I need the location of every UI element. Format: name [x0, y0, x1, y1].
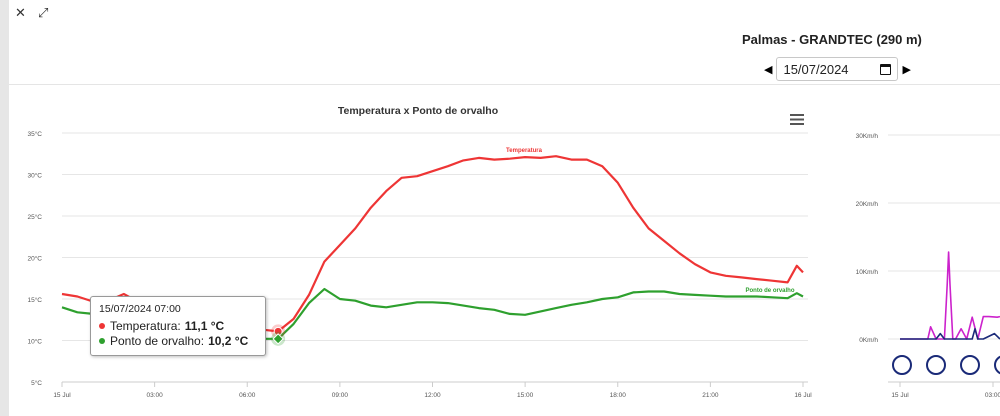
tooltip-value: 10,2 °C	[208, 333, 249, 348]
y-tick-label: 35°C	[27, 130, 42, 138]
date-input[interactable]: 15/07/2024	[776, 57, 899, 81]
wind-direction-marker	[926, 355, 946, 375]
left-edge-strip	[0, 0, 9, 416]
triangle-right-icon[interactable]: ▶	[902, 63, 911, 76]
x-tick-label: 09:00	[332, 392, 349, 399]
menu-icon[interactable]	[790, 114, 804, 125]
calendar-icon[interactable]	[880, 63, 892, 75]
wind-direction-marker	[892, 355, 912, 375]
tooltip-value: 11,1 °C	[184, 318, 225, 333]
x-tick-label: 12:00	[424, 392, 441, 399]
tooltip-row-temperature: Temperatura: 11,1 °C	[99, 318, 257, 333]
tooltip-row-dewpoint: Ponto de orvalho: 10,2 °C	[99, 333, 257, 348]
x-tick-label: 15 Jul	[891, 392, 909, 399]
y-tick-label: 10Km/h	[856, 269, 879, 276]
tooltip-label: Temperatura:	[110, 318, 181, 333]
x-tick-label: 18:00	[610, 392, 627, 399]
station-title: Palmas - GRANDTEC (290 m)	[742, 32, 922, 47]
x-tick-label: 21:00	[702, 392, 719, 399]
wind-speed-line	[900, 327, 1000, 340]
x-tick-label: 16 Jul	[794, 392, 812, 399]
expand-icon[interactable]: ⤢	[38, 5, 49, 20]
y-tick-label: 30Km/h	[856, 133, 879, 140]
series-label-dewpoint: Ponto de orvalho	[745, 288, 794, 294]
wind-gust-line	[900, 251, 1000, 340]
y-tick-label: 20°C	[27, 255, 42, 263]
y-tick-label: 15°C	[27, 296, 42, 304]
date-value[interactable]: 15/07/2024	[783, 61, 849, 77]
y-tick-label: 5°C	[31, 379, 42, 387]
wind-direction-marker	[994, 355, 1000, 375]
x-tick-label: 03:00	[146, 392, 163, 399]
x-tick-label: 06:00	[239, 392, 256, 399]
close-icon[interactable]: ✕	[15, 5, 26, 20]
x-tick-label: 15:00	[517, 392, 534, 399]
y-tick-label: 25°C	[27, 213, 42, 221]
dewpoint-dot-icon	[99, 337, 105, 344]
header-divider	[9, 84, 1000, 85]
tooltip-time: 15/07/2024 07:00	[99, 303, 181, 315]
tooltip-label: Ponto de orvalho:	[110, 333, 205, 348]
dewpoint-hover-point	[272, 333, 284, 345]
y-tick-label: 20Km/h	[856, 201, 879, 208]
triangle-left-icon[interactable]: ◀	[764, 63, 773, 76]
y-tick-label: 30°C	[27, 172, 42, 180]
date-navigation: ◀ 15/07/2024 ▶	[764, 56, 911, 82]
wind-direction-marker	[960, 355, 980, 375]
x-tick-label: 03:00	[985, 392, 1000, 399]
series-label-temperature: Temperatura	[506, 148, 543, 154]
y-tick-label: 0Km/h	[859, 337, 878, 344]
y-tick-label: 10°C	[27, 338, 42, 346]
chart-title: Temperatura x Ponto de orvalho	[338, 105, 498, 117]
temperature-dot-icon	[99, 322, 105, 329]
tooltip: 15/07/2024 07:00 Temperatura: 11,1 °C Po…	[90, 296, 266, 356]
x-tick-label: 15 Jul	[53, 392, 71, 399]
